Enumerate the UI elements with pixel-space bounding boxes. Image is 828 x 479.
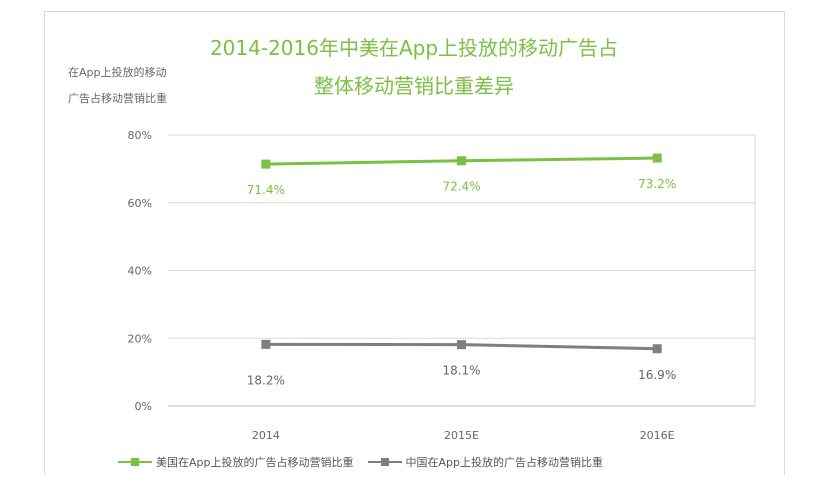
x-tick-label: 2016E <box>640 429 675 442</box>
data-point <box>457 156 466 166</box>
chart-title-line-2: 整体移动营销比重差异 <box>314 74 514 98</box>
legend-swatch-china <box>367 457 402 467</box>
y-tick-label: 60% <box>128 197 152 210</box>
x-tick-label: 2015E <box>444 429 479 442</box>
legend-item-china: 中国在App上投放的广告占移动营销比重 <box>367 454 604 470</box>
y-tick-label: 0% <box>135 400 152 413</box>
data-label: 18.2% <box>247 373 285 387</box>
data-label: 71.4% <box>247 183 285 197</box>
legend-item-us: 美国在App上投放的广告占移动营销比重 <box>118 454 354 470</box>
legend: 美国在App上投放的广告占移动营销比重 中国在App上投放的广告占移动营销比重 <box>118 452 617 472</box>
y-tick-label: 20% <box>128 332 152 345</box>
data-point <box>261 159 271 169</box>
data-point <box>261 339 271 349</box>
y-tick-label: 80% <box>128 129 152 142</box>
y-axis-label-line-1: 在App上投放的移动 <box>68 66 167 79</box>
legend-label-us: 美国在App上投放的广告占移动营销比重 <box>156 456 354 469</box>
data-point <box>457 340 466 350</box>
data-label: 72.4% <box>442 180 480 194</box>
data-label: 18.1% <box>442 364 480 378</box>
chart-frame <box>44 11 785 475</box>
legend-label-china: 中国在App上投放的广告占移动营销比重 <box>405 456 604 469</box>
legend-swatch-us <box>118 457 152 467</box>
x-tick-label: 2014 <box>252 429 280 442</box>
data-label: 73.2% <box>638 177 676 191</box>
chart-title-line-1: 2014-2016年中美在App上投放的移动广告占 <box>209 36 619 60</box>
y-tick-label: 40% <box>128 265 152 278</box>
y-axis-label-line-2: 广告占移动营销比重 <box>68 92 167 105</box>
data-point <box>652 153 662 163</box>
data-point <box>652 344 662 354</box>
data-label: 16.9% <box>638 368 676 382</box>
